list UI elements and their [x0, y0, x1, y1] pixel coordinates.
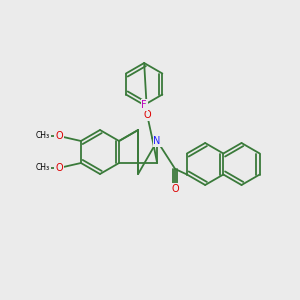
- Text: O: O: [171, 184, 179, 194]
- Text: O: O: [55, 131, 63, 141]
- Text: F: F: [141, 100, 147, 110]
- Text: O: O: [143, 110, 151, 120]
- Text: CH₃: CH₃: [36, 164, 50, 172]
- Text: O: O: [55, 163, 63, 173]
- Text: CH₃: CH₃: [36, 131, 50, 140]
- Text: N: N: [154, 136, 161, 146]
